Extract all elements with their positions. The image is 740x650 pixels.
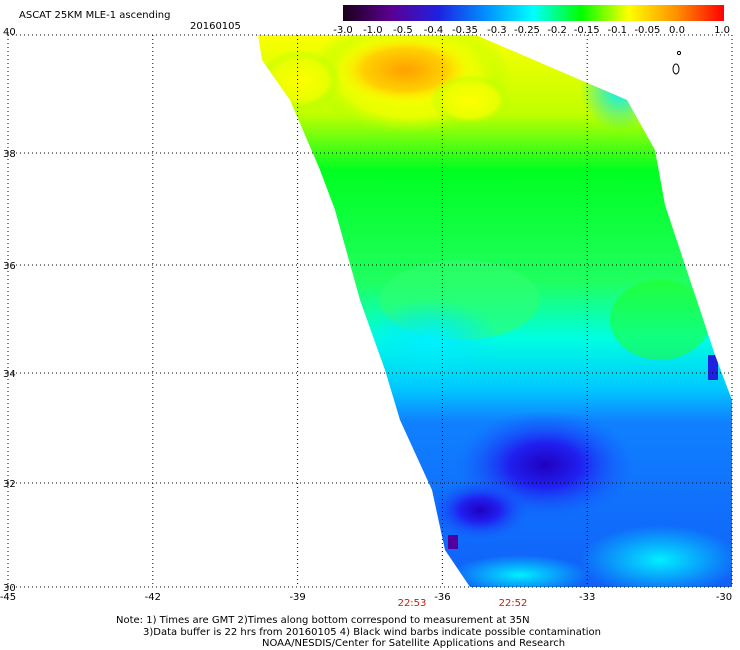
longitude-tick-label: -45: [0, 592, 16, 603]
longitude-tick-label: -33: [579, 592, 595, 603]
product-title: ASCAT 25KM MLE-1 ascending: [19, 10, 171, 21]
color-scale-tick-label: -0.35: [452, 25, 478, 36]
latitude-tick-label: 36: [3, 261, 16, 272]
latitude-tick-label: 30: [3, 583, 16, 594]
color-scale-tick-label: -0.3: [487, 25, 507, 36]
color-scale-tick-label: -0.1: [607, 25, 628, 36]
latitude-tick-label: 40: [3, 27, 16, 38]
color-scale-tick-label: -0.15: [573, 25, 600, 36]
color-scale-tick-label: 0.0: [669, 25, 685, 36]
longitude-tick-label: -30: [716, 592, 732, 603]
color-scale-tick-label: -1.0: [363, 25, 383, 36]
latitude-tick-label: 32: [3, 479, 16, 490]
product-date: 20160105: [190, 21, 241, 32]
color-scale-tick-label: -0.05: [634, 25, 661, 36]
color-scale-tick-label: -3.0: [333, 25, 353, 36]
note-line-1: Note: 1) Times are GMT 2)Times along bot…: [116, 615, 530, 626]
longitude-tick-label: -36: [434, 592, 450, 603]
latitude-tick-label: 38: [3, 149, 16, 160]
lat-lon-grid: [7, 34, 733, 588]
longitude-tick-label: -42: [145, 592, 161, 603]
wind-marker-icon: [672, 50, 682, 75]
longitude-tick-label: -39: [289, 592, 305, 603]
color-scale-tick-label: -0.5: [393, 25, 413, 36]
color-scale-tick-label: -0.4: [423, 25, 444, 36]
color-scale-tick-label: -0.2: [547, 25, 567, 36]
note-line-2: 3)Data buffer is 22 hrs from 20160105 4)…: [143, 627, 601, 638]
note-line-3: NOAA/NESDIS/Center for Satellite Applica…: [262, 638, 566, 649]
axis-labels: -45 -42 -39 -36 -33 -30 40 38 36 34 32 30: [0, 27, 732, 603]
color-scale-tick-label: 1.0: [714, 25, 730, 36]
swath-field: [258, 35, 732, 587]
color-scale-tick-label: -0.25: [514, 25, 540, 36]
latitude-tick-label: 34: [3, 369, 16, 380]
color-scale-bar: [343, 5, 724, 21]
pass-time-label: 22:53: [397, 598, 427, 609]
pass-time-label: 22:52: [498, 598, 528, 609]
